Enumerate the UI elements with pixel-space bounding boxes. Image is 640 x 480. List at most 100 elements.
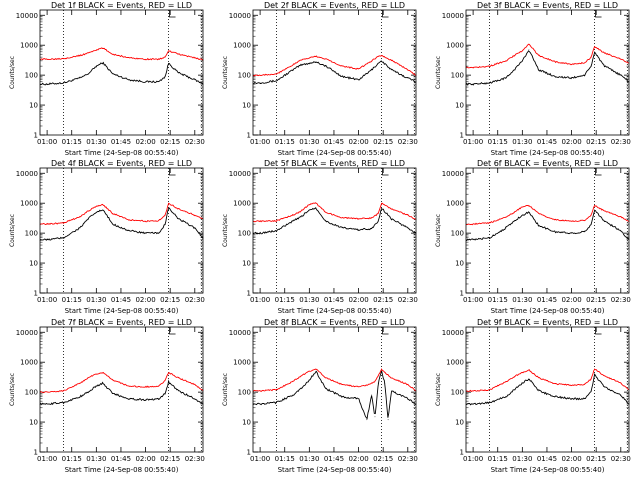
lld-data-point: [521, 206, 523, 208]
lld-data-point: [620, 216, 622, 218]
lld-data-point: [505, 216, 507, 218]
events-data-point: [177, 218, 179, 220]
events-data-point: [371, 228, 373, 230]
y-tick-label: 1000: [446, 359, 464, 367]
y-tick-label: 1000: [20, 42, 38, 50]
interval-bracket-mark: [169, 327, 176, 335]
lld-data-point: [292, 380, 294, 382]
panel-title: Det 4f BLACK = Events, RED = LLD: [51, 159, 192, 168]
lld-data-point: [276, 389, 277, 391]
y-tick-label: 10: [242, 419, 251, 427]
events-data-point: [390, 69, 392, 71]
detector-panel: Det 2f BLACK = Events, RED = LLD Counts/s…: [222, 1, 418, 157]
lld-data-point: [390, 377, 392, 379]
lld-data-point: [292, 214, 294, 216]
events-data-point: [300, 64, 302, 66]
events-data-point: [571, 398, 572, 400]
lld-data-point: [472, 223, 474, 225]
lld-data-point: [387, 374, 389, 376]
y-tick-label: 1000: [446, 200, 464, 208]
events-data-point: [46, 403, 48, 405]
y-tick-label: 100: [25, 230, 38, 238]
events-data-point: [590, 65, 592, 67]
y-tick-label: 1000: [20, 200, 38, 208]
lld-data-point: [177, 53, 179, 55]
y-tick-label: 1: [34, 132, 38, 140]
x-tick-label: 02:15: [160, 296, 180, 304]
y-tick-label: 1: [460, 132, 464, 140]
x-tick-label: 02:00: [561, 138, 581, 146]
x-tick-label: 01:45: [324, 296, 344, 304]
x-tick-label: 01:45: [537, 296, 557, 304]
events-data-point: [102, 62, 104, 64]
lld-data-point: [584, 384, 586, 385]
lld-data-point: [87, 210, 89, 212]
lld-data-point: [145, 220, 146, 222]
events-data-point: [276, 230, 277, 232]
x-tick-label: 02:00: [561, 455, 581, 463]
interval-bracket-mark: [382, 10, 389, 18]
events-data-point: [79, 396, 81, 398]
events-data-point: [358, 79, 359, 81]
events-data-point: [505, 227, 507, 229]
panel-title: Det 6f BLACK = Events, RED = LLD: [477, 159, 618, 168]
interval-bracket-mark: [382, 168, 389, 176]
x-axis-label: Start Time (24-Sep-08 00:55:40): [65, 466, 179, 474]
events-data-point: [315, 61, 317, 63]
events-data-point: [112, 393, 114, 394]
plot-frame: [465, 9, 630, 136]
lld-series-line: [252, 202, 417, 223]
events-data-point: [489, 237, 490, 239]
lld-data-point: [315, 368, 317, 370]
x-tick-label: 01:00: [463, 296, 483, 304]
y-tick-label: 10: [29, 419, 38, 427]
x-tick-label: 02:30: [185, 138, 205, 146]
lld-data-point: [521, 372, 523, 373]
lld-data-point: [603, 375, 605, 377]
lld-data-point: [315, 56, 317, 57]
lld-data-point: [276, 73, 277, 75]
events-data-point: [95, 211, 97, 213]
events-data-point: [489, 402, 490, 403]
interval-bracket-mark: [169, 168, 176, 176]
lld-data-point: [177, 377, 179, 379]
panel-title: Det 3f BLACK = Events, RED = LLD: [477, 1, 618, 10]
lld-data-point: [358, 68, 359, 70]
y-tick-label: 10: [455, 419, 464, 427]
lld-data-point: [46, 223, 48, 225]
y-tick-label: 1: [247, 132, 251, 140]
x-axis-label: Start Time (24-Sep-08 00:55:40): [491, 307, 605, 315]
events-data-point: [594, 209, 595, 211]
lld-data-point: [472, 67, 474, 68]
events-data-point: [521, 382, 523, 384]
y-tick-label: 100: [238, 389, 251, 397]
x-tick-label: 01:00: [250, 296, 270, 304]
lld-data-point: [145, 58, 146, 60]
y-tick-label: 1: [460, 449, 464, 457]
events-data-point: [407, 227, 409, 229]
events-data-point: [521, 60, 523, 62]
lld-data-point: [594, 368, 595, 370]
interval-bracket-mark: [595, 10, 602, 18]
y-tick-label: 1000: [233, 200, 251, 208]
lld-data-point: [112, 213, 114, 214]
events-data-point: [528, 378, 530, 380]
lld-data-point: [377, 213, 379, 214]
events-data-point: [63, 82, 64, 84]
lld-data-point: [407, 69, 409, 71]
y-axis-label: Counts/sec: [435, 373, 442, 406]
lld-series-line: [252, 368, 417, 392]
x-tick-label: 01:15: [275, 138, 295, 146]
x-tick-label: 01:30: [512, 138, 532, 146]
events-series-line: [252, 207, 417, 235]
events-data-point: [381, 60, 382, 62]
interval-bracket-mark: [595, 327, 602, 335]
lld-data-point: [300, 210, 302, 212]
events-data-point: [594, 374, 595, 376]
events-data-point: [300, 216, 302, 218]
y-tick-label: 100: [238, 230, 251, 238]
x-tick-label: 02:15: [160, 138, 180, 146]
x-tick-label: 01:15: [488, 296, 508, 304]
interval-bracket-mark: [169, 10, 176, 18]
